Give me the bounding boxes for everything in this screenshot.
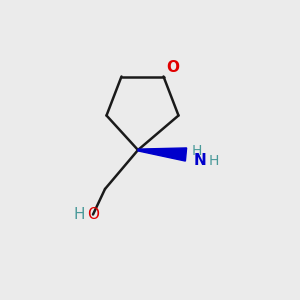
Text: H: H [191,144,202,158]
Text: O: O [87,207,99,222]
Text: N: N [194,153,206,168]
Polygon shape [138,148,187,161]
Text: H: H [74,207,85,222]
Text: O: O [166,60,179,75]
Text: H: H [208,154,219,168]
